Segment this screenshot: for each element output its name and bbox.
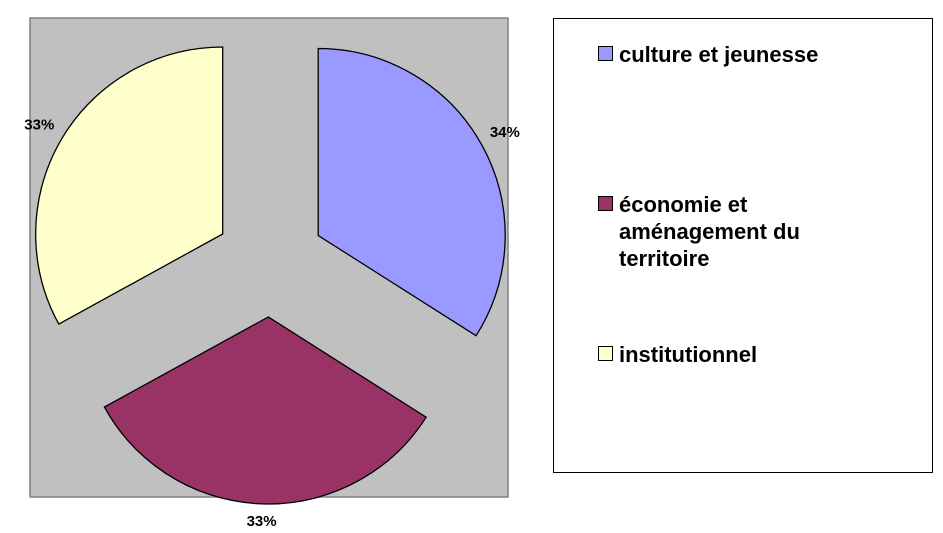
data-label: 33% [24,117,54,134]
legend-label: économie et aménagement du territoire [619,192,800,271]
legend-swatch [598,196,613,211]
legend-swatch [598,346,613,361]
data-label: 33% [247,513,277,530]
legend-entry: économie et aménagement du territoire [598,191,898,272]
legend-entry: culture et jeunesse [598,41,898,68]
pie-slice [317,47,506,337]
legend: culture et jeunesse économie et aménageme… [553,18,933,473]
pie-slice [35,46,224,325]
pie-slice [103,316,428,505]
legend-label: institutionnel [619,342,758,367]
legend-entry: institutionnel [598,341,898,368]
legend-swatch [598,46,613,61]
data-label: 34% [490,124,520,141]
legend-label: culture et jeunesse [619,42,819,67]
